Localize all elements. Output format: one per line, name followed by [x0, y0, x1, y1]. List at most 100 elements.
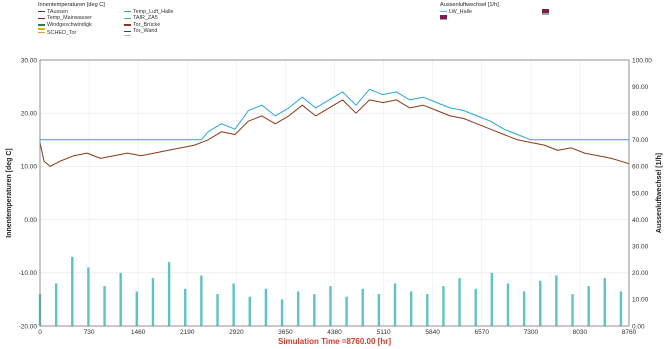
x-tick-label: 4380 [327, 329, 342, 336]
x-tick-label: 8760 [622, 329, 637, 336]
x-tick-label: 730 [84, 329, 95, 336]
y-right-tick-label: 0.00 [632, 323, 645, 330]
legend-entry: Temp_Luft_Halle [123, 8, 174, 16]
bar-mark [361, 288, 364, 326]
legend-label: TAussen [47, 8, 68, 15]
legend-swatch [440, 18, 447, 20]
y-right-tick-label: 20.00 [632, 270, 649, 277]
legend-entry [123, 34, 173, 37]
bar-mark [216, 294, 219, 326]
bar-mark [167, 262, 171, 326]
bar-mark [151, 278, 155, 326]
legend-swatch [38, 24, 45, 26]
bar-mark [296, 291, 300, 326]
bar-mark [87, 267, 90, 326]
legend-entry: TAussen [38, 9, 92, 16]
legend-swatch [123, 24, 131, 26]
legend-label: LW_Halle [449, 8, 472, 15]
x-axis-title: Simulation Time =8760.00 [hr] [278, 337, 391, 346]
legend-swatch [123, 34, 131, 37]
y-left-tick-label: -10.00 [19, 270, 38, 277]
bar-mark [506, 283, 510, 326]
bar-mark [587, 286, 590, 326]
bar-mark [54, 283, 58, 326]
bar-mark [426, 294, 429, 326]
y-right-tick-label: 90.00 [632, 84, 649, 91]
legend-label: Windgeschwindigk [47, 21, 92, 28]
legend-entry: TAIR_ZA5 [123, 15, 173, 22]
x-tick-label: 2920 [229, 329, 244, 336]
legend-swatch [440, 16, 447, 18]
y-right-tick-label: 60.00 [632, 164, 649, 171]
y-right-tick-label: 10.00 [632, 297, 649, 304]
bar-mark [345, 296, 348, 326]
legend-swatch [440, 11, 447, 13]
legend-swatch [123, 17, 131, 20]
x-tick-label: 2190 [180, 329, 195, 336]
bar-mark [522, 291, 526, 326]
bar-mark [619, 291, 623, 326]
legend-entry [541, 10, 551, 13]
bar-mark [490, 272, 494, 326]
bar-mark [232, 283, 235, 326]
y-left-tick-label: -20.00 [19, 323, 38, 330]
bar-mark [603, 278, 606, 326]
bar-mark [409, 291, 413, 326]
x-tick-label: 6570 [475, 329, 490, 336]
y-right-tick-label: 50.00 [632, 190, 649, 197]
x-tick-label: 5840 [425, 329, 440, 336]
y-right-tick-label: 100.00 [632, 57, 652, 64]
x-tick-label: 5110 [377, 329, 391, 336]
bar-mark [248, 296, 251, 326]
series-line-temp-luft-halle [40, 88, 629, 141]
y-left-tick-label: 20.00 [21, 111, 38, 118]
legend-swatch [440, 15, 447, 17]
legend-swatch [123, 31, 131, 33]
legend-label: Temp_Luft_Halle [132, 8, 174, 15]
legend-swatch [440, 17, 447, 19]
legend-entry: LW_Halle [440, 9, 472, 16]
legend-label: Temp_Mainwasser [47, 15, 92, 22]
bar-mark [442, 286, 445, 326]
bar-mark [539, 280, 542, 326]
bar-mark [313, 294, 316, 326]
y-left-tick-label: 30.00 [21, 57, 38, 64]
air-exchange-bars [38, 256, 623, 326]
legend-entry [440, 18, 472, 20]
legend-label: Tor_Wand [132, 28, 158, 35]
y-left-tick-label: 0.00 [24, 217, 37, 224]
legend-entry: Temp_Mainwasser [38, 15, 92, 22]
bar-mark [264, 288, 268, 326]
legend-swatch [123, 11, 131, 13]
bar-mark [135, 291, 139, 326]
legend-air-exchange: Aussenluftwechsel [1/h] LW_Halle [440, 2, 551, 20]
y-right-tick-label: 70.00 [632, 137, 649, 144]
bar-mark [329, 286, 332, 326]
series-line-tair-za5 [39, 99, 630, 167]
legend-swatch [541, 10, 549, 13]
tick-labels: 0 730 1460 2190 2920 3650 4380 5110 5840 6570 7300… [19, 57, 653, 336]
legend-entry [38, 28, 92, 30]
y-right-tick-label: 80.00 [632, 111, 649, 118]
legend-entry: Tor_Brücke [123, 21, 173, 29]
plot-frame [39, 59, 630, 327]
bar-mark [571, 294, 574, 326]
legend-swatch [541, 9, 549, 11]
x-tick-label: 7300 [524, 329, 539, 336]
legend-swatch [541, 12, 549, 14]
legend-swatch [541, 13, 549, 15]
bar-mark [377, 294, 381, 326]
y-left-tick-label: 10.00 [21, 164, 38, 171]
legend-swatch [38, 28, 45, 30]
legend-label: SCHED_Tor [47, 29, 77, 36]
legend-entry [541, 12, 551, 14]
legend-label: Tor_Brücke [132, 21, 161, 28]
bar-mark [71, 256, 74, 326]
y-right-tick-label: 30.00 [632, 244, 649, 251]
y-axis-left-title: Innentemperaturen [deg C] [6, 148, 13, 237]
legend-entry [541, 13, 551, 15]
legend-swatch [541, 8, 549, 10]
legend-entry [440, 16, 472, 18]
bar-mark [474, 288, 477, 326]
